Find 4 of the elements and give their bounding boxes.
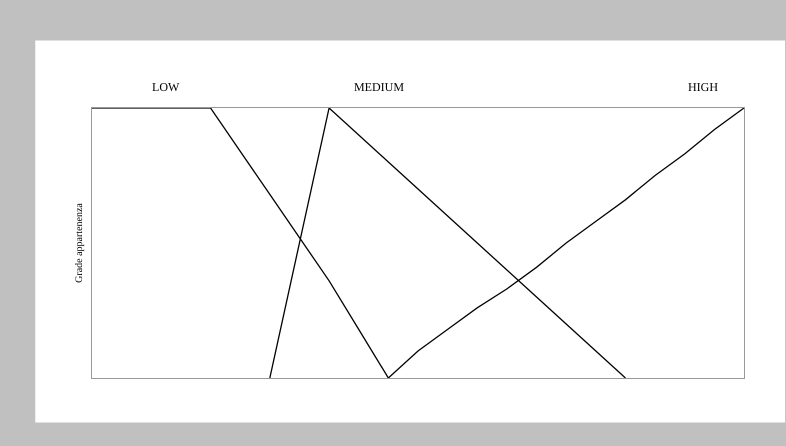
series-label: LOW (152, 80, 180, 94)
text: HIGH (688, 80, 718, 94)
y-axis-title: Grade appartenenza (74, 202, 85, 283)
text: MEDIUM (354, 80, 404, 94)
